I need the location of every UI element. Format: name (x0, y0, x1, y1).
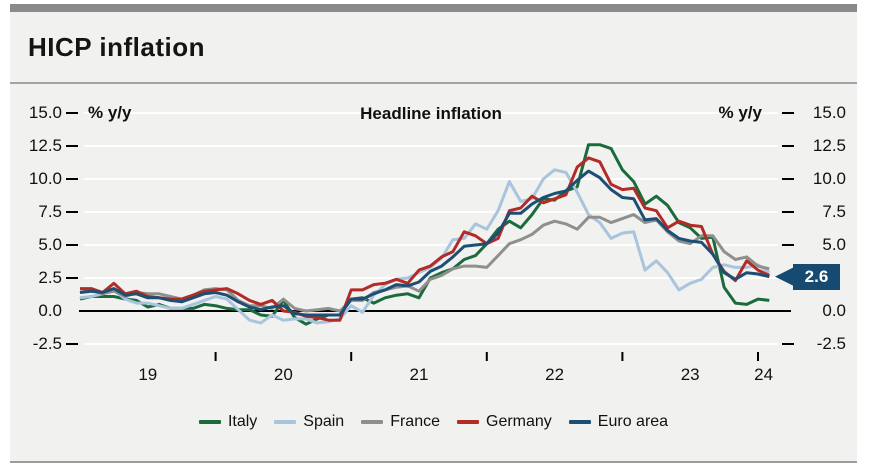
x-axis-label: 20 (273, 365, 293, 384)
y-axis-label-right: 7.5 (822, 202, 846, 221)
legend-label: Italy (227, 413, 258, 430)
legend-swatch (568, 420, 591, 424)
last-value-label: 2.6 (804, 266, 829, 286)
legend-item-euro-area: Euro area (568, 413, 669, 431)
legend-label: Euro area (597, 413, 669, 430)
page-title: HICP inflation (28, 32, 205, 62)
y-axis-label-right: 0.0 (822, 301, 846, 320)
y-axis-label-right: 12.5 (812, 136, 846, 155)
y-axis-label-right: 5.0 (822, 235, 846, 254)
x-axis-label: 22 (545, 365, 565, 384)
y-axis-label-right: 15.0 (812, 103, 846, 122)
y-axis-label-left: 12.5 (28, 136, 62, 155)
x-axis-label: 24 (754, 365, 774, 384)
last-value-callout: 2.6 (793, 263, 840, 290)
legend-item-germany: Germany (457, 413, 552, 431)
y-axis-label-left: 5.0 (38, 235, 62, 254)
legend-item-spain: Spain (274, 413, 344, 431)
chart-title: Headline inflation (360, 104, 502, 123)
title-divider (10, 82, 857, 84)
x-axis-label: 23 (680, 365, 700, 384)
x-axis-label: 19 (138, 365, 158, 384)
legend-swatch (361, 420, 384, 424)
y-axis-label-left: 2.5 (38, 268, 62, 287)
y-axis-label-left: 15.0 (28, 103, 62, 122)
legend-label: France (390, 413, 440, 430)
legend-swatch (274, 420, 297, 424)
chart-legend: Italy Spain France Germany Euro area (10, 413, 857, 431)
legend-label: Spain (303, 413, 345, 430)
legend-swatch (198, 420, 221, 424)
legend-label: Germany (486, 413, 552, 430)
y-axis-unit-left: % y/y (88, 103, 132, 122)
y-axis-label-right: 10.0 (812, 169, 846, 188)
y-axis-label-left: 0.0 (38, 301, 62, 320)
y-axis-label-left: -2.5 (32, 334, 62, 353)
y-axis-unit-right: % y/y (718, 103, 762, 122)
legend-item-italy: Italy (198, 413, 258, 431)
y-axis-label-left: 10.0 (28, 169, 62, 188)
legend-item-france: France (361, 413, 440, 431)
x-axis-label: 21 (409, 365, 429, 384)
y-axis-label-left: 7.5 (38, 202, 62, 221)
y-axis-label-right: -2.5 (816, 334, 846, 353)
chart-panel: HICP inflation (10, 4, 857, 463)
legend-swatch (457, 420, 479, 424)
panel-top-bar (10, 4, 857, 12)
